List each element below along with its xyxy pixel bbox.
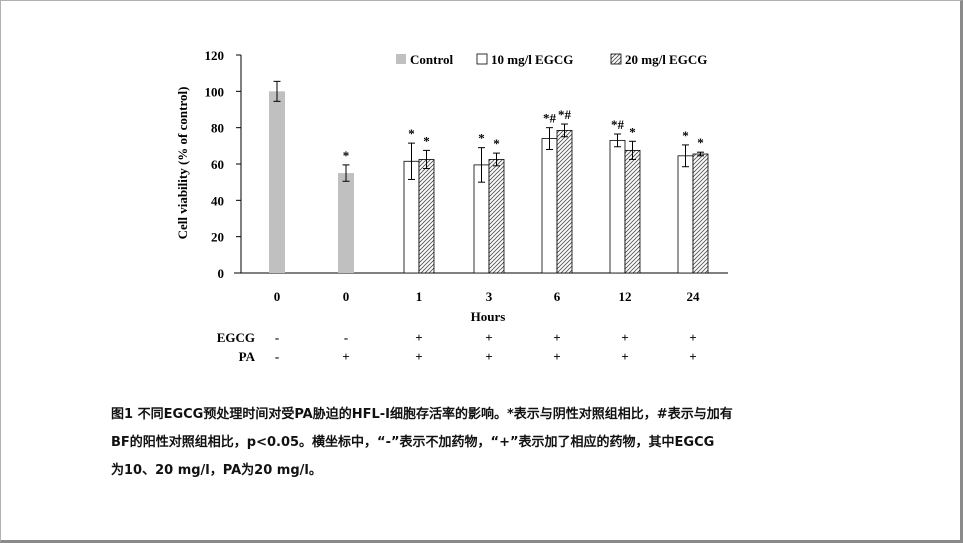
x-tick-label: 6 [554, 289, 561, 304]
significance-mark: * [682, 128, 689, 143]
significance-mark: * [423, 133, 430, 148]
y-tick-label: 40 [211, 193, 224, 208]
y-tick-label: 100 [205, 84, 225, 99]
treatment-symbol: + [342, 349, 349, 364]
bar-20-mg-l-egcg [556, 129, 573, 274]
treatment-symbol: - [275, 330, 279, 345]
y-axis-title: Cell viability (% of control) [175, 87, 190, 240]
legend-swatch [610, 53, 622, 65]
significance-mark: *# [558, 107, 572, 122]
legend-swatch [476, 53, 488, 65]
treatment-symbol: - [275, 349, 279, 364]
treatment-symbol: + [621, 349, 628, 364]
treatment-row-label: EGCG [217, 330, 255, 345]
bar-20-mg-l-egcg [418, 159, 435, 274]
bar-control [338, 173, 354, 273]
bar-20-mg-l-egcg [488, 159, 505, 274]
x-tick-label: 12 [619, 289, 632, 304]
significance-mark: * [478, 131, 485, 146]
bar-20-mg-l-egcg [624, 149, 641, 274]
significance-mark: *# [611, 117, 625, 132]
treatment-symbol: + [621, 330, 628, 345]
significance-mark: * [493, 136, 500, 151]
significance-mark: * [697, 135, 704, 150]
treatment-symbol: + [689, 330, 696, 345]
y-tick-label: 80 [211, 121, 224, 136]
x-tick-label: 0 [343, 289, 350, 304]
treatment-symbol: - [344, 330, 348, 345]
treatment-row-label: PA [239, 349, 256, 364]
y-tick-label: 0 [218, 266, 225, 281]
legend-label: 20 mg/l EGCG [625, 52, 707, 67]
y-tick-label: 120 [205, 48, 225, 63]
figure-caption: 图1 不同EGCG预处理时间对受PA胁迫的HFL-Ⅰ细胞存活率的影响。*表示与阴… [111, 407, 733, 478]
legend-label: 10 mg/l EGCG [491, 52, 573, 67]
x-tick-label: 3 [486, 289, 493, 304]
y-tick-label: 60 [211, 157, 224, 172]
treatment-symbol: + [415, 330, 422, 345]
significance-mark: * [629, 124, 636, 139]
treatment-symbol: + [553, 349, 560, 364]
bar-10-mg-l-egcg [541, 138, 558, 274]
treatment-symbol: + [485, 330, 492, 345]
treatment-symbol: + [553, 330, 560, 345]
chart-legend: Control 10 mg/l EGCG 20 mg/l EGCG [396, 52, 707, 67]
significance-mark: * [408, 126, 415, 141]
treatment-symbol: + [485, 349, 492, 364]
x-tick-label: 24 [687, 289, 701, 304]
significance-mark: *# [543, 111, 557, 126]
bar-control [269, 91, 285, 273]
bar-10-mg-l-egcg [677, 155, 694, 274]
legend-label: Control [410, 52, 453, 67]
bar-chart: Control 10 mg/l EGCG 20 mg/l EGCG 02040608… [175, 48, 728, 364]
bar-10-mg-l-egcg [609, 139, 626, 274]
x-axis-title: Hours [471, 309, 506, 324]
bar-20-mg-l-egcg [692, 153, 709, 274]
significance-mark: * [343, 148, 350, 163]
y-tick-label: 20 [211, 230, 224, 245]
legend-swatch [396, 54, 406, 64]
treatment-symbol: + [415, 349, 422, 364]
treatment-symbol: + [689, 349, 696, 364]
x-tick-label: 0 [274, 289, 281, 304]
x-tick-label: 1 [416, 289, 423, 304]
